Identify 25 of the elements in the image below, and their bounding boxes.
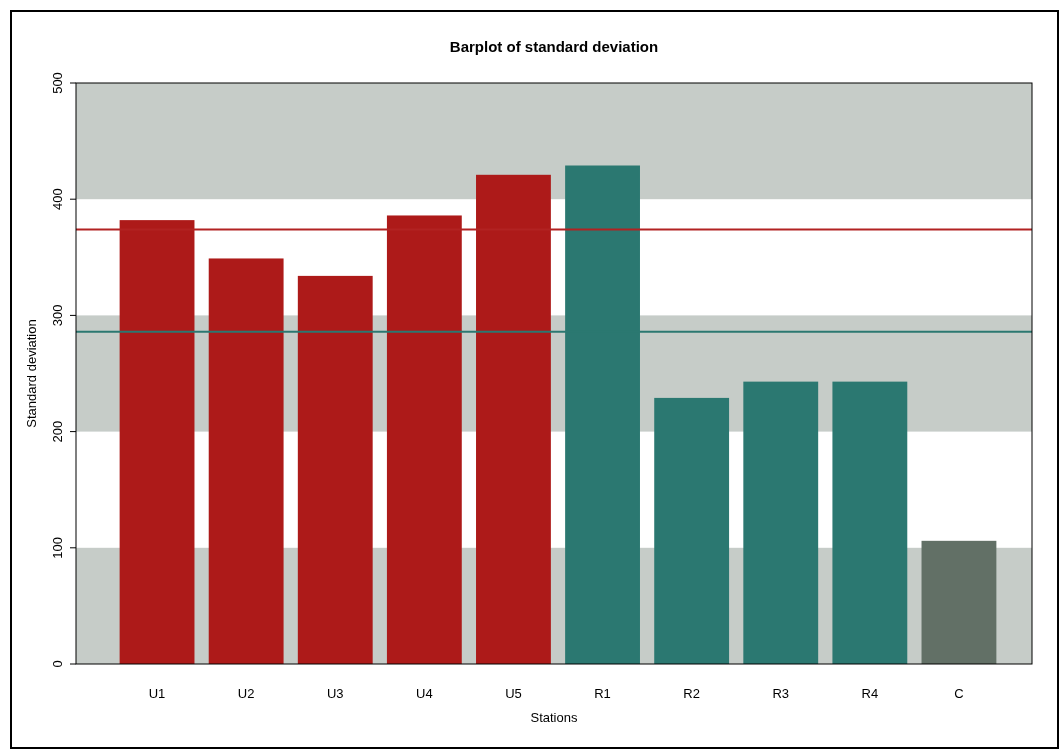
y-tick-label: 100	[50, 536, 65, 559]
y-tick-label: 0	[50, 660, 65, 668]
x-tick-label: R4	[861, 686, 879, 701]
chart-title: Barplot of standard deviation	[449, 38, 659, 55]
x-tick-label: U3	[326, 686, 344, 701]
y-axis-title: Standard deviation	[24, 319, 39, 428]
y-tick-label: 500	[50, 72, 65, 94]
bar	[832, 381, 908, 664]
x-tick-label: U5	[505, 686, 522, 701]
bar	[921, 540, 997, 664]
bar	[297, 275, 373, 664]
x-tick-label: U1	[148, 686, 166, 701]
y-tick-label: 200	[50, 420, 65, 443]
x-tick-label: R3	[772, 686, 790, 701]
x-tick-label: R2	[683, 686, 700, 701]
y-tick-label: 400	[50, 188, 65, 211]
bar	[208, 258, 284, 664]
x-tick-label: U4	[416, 686, 433, 701]
y-tick-label: 300	[50, 304, 65, 327]
bar	[654, 397, 730, 664]
x-tick-label: R1	[594, 686, 611, 701]
x-axis-title: Stations	[530, 710, 578, 725]
bar	[743, 381, 819, 664]
x-tick-label: U2	[237, 686, 255, 701]
x-tick-label: C	[954, 686, 964, 701]
